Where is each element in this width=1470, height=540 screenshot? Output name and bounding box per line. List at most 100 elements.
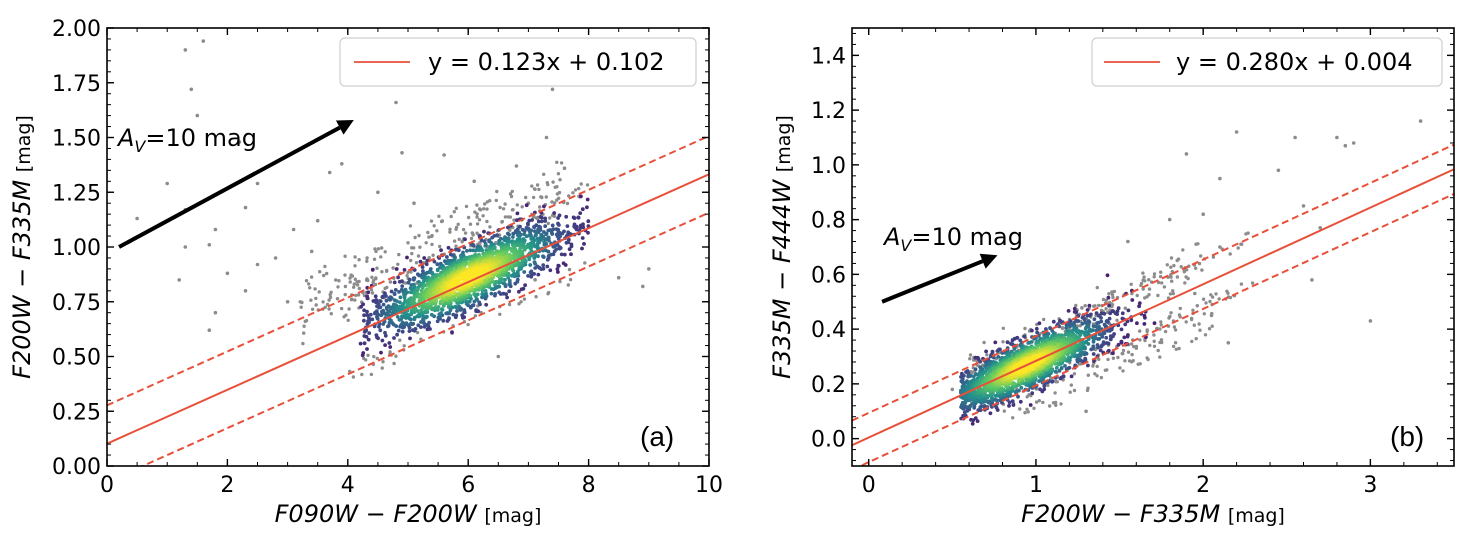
- outlier-point: [430, 233, 434, 238]
- density-point: [435, 319, 440, 324]
- outlier-point: [1351, 141, 1356, 145]
- outlier-point: [432, 224, 436, 228]
- y-tick-label: 1.75: [52, 72, 101, 97]
- panel-a-fit-lines: [107, 135, 709, 466]
- density-point: [464, 299, 469, 304]
- outlier-point: [1158, 274, 1163, 279]
- outlier-point: [1250, 281, 1255, 285]
- density-point: [1105, 341, 1109, 345]
- density-point: [1129, 318, 1134, 323]
- outlier-point: [1240, 242, 1244, 246]
- y-tick-label: 1.25: [52, 181, 101, 206]
- outlier-point: [1143, 338, 1147, 343]
- outlier-point: [352, 285, 356, 289]
- density-point: [532, 225, 537, 230]
- outlier-point: [616, 275, 621, 280]
- density-point: [1092, 317, 1097, 322]
- outlier-point: [567, 194, 571, 198]
- density-point: [572, 216, 577, 221]
- outlier-point: [641, 284, 645, 289]
- density-point: [387, 309, 392, 314]
- outlier-point: [369, 372, 374, 377]
- density-point: [401, 301, 406, 306]
- density-point: [418, 259, 423, 264]
- outlier-point: [323, 305, 327, 309]
- density-point: [424, 262, 429, 267]
- density-point: [979, 404, 984, 408]
- outlier-point: [1121, 348, 1126, 353]
- density-point: [447, 316, 451, 320]
- outlier-point: [448, 227, 452, 231]
- outlier-point: [1152, 333, 1156, 337]
- density-point: [440, 307, 444, 312]
- density-point: [984, 349, 988, 354]
- outlier-point: [1104, 298, 1109, 302]
- density-point: [536, 272, 541, 277]
- density-point: [507, 289, 512, 294]
- outlier-point: [1201, 212, 1205, 216]
- outlier-point: [1209, 313, 1214, 318]
- outlier-point: [314, 303, 318, 307]
- outlier-point: [559, 161, 564, 165]
- y-tick-label: 0.25: [52, 400, 101, 425]
- density-point: [1108, 311, 1113, 316]
- density-point: [1111, 351, 1115, 356]
- density-point: [564, 214, 569, 219]
- density-point: [562, 252, 567, 257]
- density-point: [982, 404, 987, 408]
- density-point: [1120, 316, 1125, 321]
- density-point: [378, 305, 383, 310]
- density-point: [993, 340, 998, 345]
- density-point: [544, 232, 548, 237]
- outlier-point: [328, 295, 333, 300]
- x-tick-label: 0: [862, 473, 876, 498]
- outlier-point: [1196, 242, 1200, 246]
- density-point: [1087, 313, 1092, 318]
- density-point: [1018, 399, 1023, 404]
- density-point: [1085, 308, 1090, 312]
- density-point: [1030, 328, 1034, 333]
- density-point: [388, 297, 392, 302]
- density-point: [368, 312, 373, 317]
- density-point: [511, 235, 515, 239]
- outlier-point: [496, 354, 501, 359]
- outlier-point: [1202, 312, 1207, 316]
- outlier-point: [558, 279, 562, 284]
- density-point: [552, 249, 557, 254]
- outlier-point: [355, 283, 360, 287]
- density-point: [460, 313, 465, 318]
- density-point: [365, 347, 369, 351]
- density-point: [495, 233, 499, 238]
- density-point: [421, 314, 426, 319]
- density-point: [529, 269, 534, 274]
- outlier-point: [1234, 130, 1239, 134]
- density-point: [541, 263, 546, 268]
- outlier-point: [427, 235, 431, 239]
- density-point: [383, 343, 387, 347]
- outlier-point: [1025, 407, 1029, 411]
- density-point: [422, 279, 426, 283]
- outlier-point: [1143, 296, 1147, 300]
- outlier-point: [380, 246, 384, 250]
- outlier-point: [1209, 293, 1213, 297]
- density-point: [517, 289, 521, 294]
- density-point: [362, 308, 366, 313]
- outlier-point: [383, 250, 387, 254]
- density-point: [1064, 326, 1069, 330]
- density-point: [439, 248, 443, 253]
- outlier-point: [1123, 306, 1128, 310]
- density-point: [436, 315, 441, 320]
- outlier-point: [485, 207, 489, 211]
- panel-a-legend-box: [339, 37, 697, 87]
- density-point: [365, 309, 369, 314]
- outlier-point: [481, 214, 485, 218]
- outlier-point: [327, 298, 331, 302]
- outlier-point: [1165, 263, 1170, 267]
- density-point: [555, 267, 560, 271]
- outlier-point: [1318, 226, 1322, 230]
- density-point: [463, 237, 467, 242]
- outlier-point: [452, 239, 457, 243]
- outlier-point: [1225, 289, 1229, 293]
- outlier-point: [396, 262, 400, 266]
- density-point: [396, 275, 400, 280]
